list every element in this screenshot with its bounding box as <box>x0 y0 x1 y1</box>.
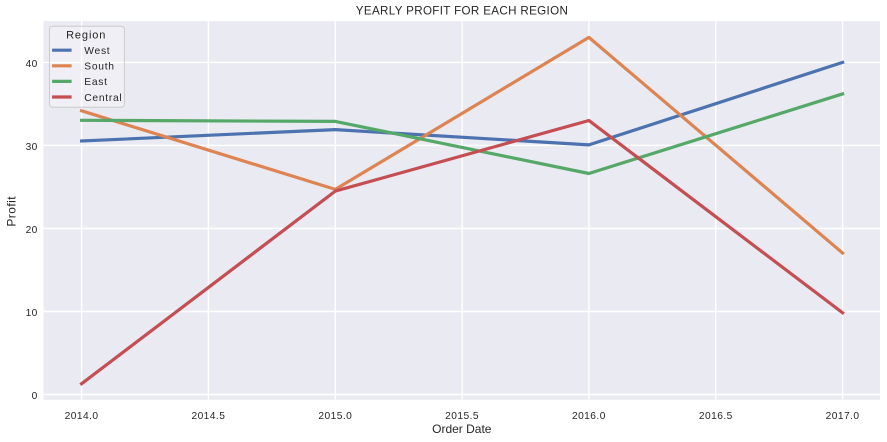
svg-text:2016.5: 2016.5 <box>699 411 733 422</box>
svg-text:30: 30 <box>26 142 38 153</box>
svg-text:Region: Region <box>66 29 106 41</box>
svg-text:2016.0: 2016.0 <box>572 411 606 422</box>
svg-text:Central: Central <box>84 93 122 104</box>
svg-text:YEARLY PROFIT FOR EACH REGION: YEARLY PROFIT FOR EACH REGION <box>356 5 568 18</box>
svg-text:Profit: Profit <box>4 196 18 227</box>
svg-text:2015.0: 2015.0 <box>318 411 352 422</box>
svg-text:40: 40 <box>26 59 38 70</box>
svg-text:20: 20 <box>26 225 38 236</box>
svg-text:2014.0: 2014.0 <box>65 411 99 422</box>
svg-text:0: 0 <box>32 391 38 402</box>
svg-text:10: 10 <box>26 308 38 319</box>
svg-text:East: East <box>84 77 107 88</box>
svg-text:2014.5: 2014.5 <box>191 411 225 422</box>
svg-text:South: South <box>84 62 114 73</box>
svg-text:2015.5: 2015.5 <box>445 411 479 422</box>
svg-text:2017.0: 2017.0 <box>826 411 860 422</box>
svg-text:West: West <box>84 46 110 57</box>
svg-text:Order Date: Order Date <box>432 422 492 436</box>
